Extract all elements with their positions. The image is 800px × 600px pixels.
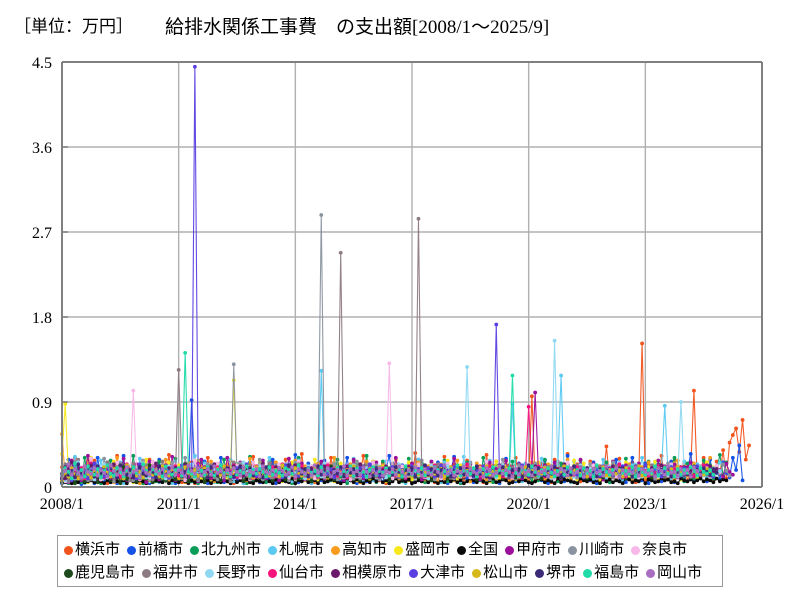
title-row: ［単位：万円］ 給排水関係工事費 の支出額[2008/1〜2025/9]: [0, 12, 800, 42]
legend-item-川崎市[interactable]: 川崎市: [568, 543, 624, 558]
axis-layer: [61, 61, 763, 488]
legend-marker-icon: [127, 546, 137, 555]
legend-label: 相模原市: [342, 565, 403, 581]
svg-text:0: 0: [44, 480, 52, 497]
legend-marker-icon: [268, 546, 278, 555]
legend-row-2: 鹿児島市 福井市 長野市 仙台市 相模原市 大津市 松山市 堺市 福島市 岡山市: [64, 562, 716, 585]
page-title: 給排水関係工事費 の支出額[2008/1〜2025/9]: [165, 17, 550, 38]
svg-text:2017/1: 2017/1: [390, 496, 434, 513]
svg-text:0.9: 0.9: [32, 395, 52, 412]
legend-label: 甲府市: [516, 542, 562, 558]
legend-item-奈良市[interactable]: 奈良市: [631, 543, 687, 558]
legend-label: 北九州市: [201, 542, 262, 558]
unit-label: ［単位：万円］: [14, 17, 133, 36]
legend-label: 前橋市: [138, 542, 184, 558]
legend-label: 堺市: [546, 565, 577, 581]
legend-item-鹿児島市[interactable]: 鹿児島市: [64, 566, 135, 581]
legend-label: 全国: [468, 542, 499, 558]
svg-text:2011/1: 2011/1: [157, 496, 201, 513]
legend-marker-icon: [646, 569, 656, 578]
legend-item-大津市[interactable]: 大津市: [409, 566, 465, 581]
legend-label: 福井市: [153, 565, 199, 581]
grid-layer: [62, 61, 762, 487]
legend-label: 大津市: [420, 565, 466, 581]
legend-label: 福島市: [594, 565, 640, 581]
svg-text:4.5: 4.5: [32, 55, 52, 72]
legend-item-相模原市[interactable]: 相模原市: [331, 566, 402, 581]
legend-label: 札幌市: [279, 542, 325, 558]
legend-item-堺市[interactable]: 堺市: [535, 566, 576, 581]
svg-text:1.8: 1.8: [32, 310, 52, 327]
legend-item-北九州市[interactable]: 北九州市: [190, 543, 261, 558]
legend-item-岡山市[interactable]: 岡山市: [646, 566, 702, 581]
legend-item-福島市[interactable]: 福島市: [583, 566, 639, 581]
legend-label: 高知市: [342, 542, 388, 558]
legend-label: 盛岡市: [405, 542, 451, 558]
legend-marker-icon: [631, 546, 641, 555]
legend-marker-icon: [331, 569, 341, 578]
legend-item-盛岡市[interactable]: 盛岡市: [394, 543, 450, 558]
svg-text:2020/1: 2020/1: [506, 496, 550, 513]
legend-item-仙台市[interactable]: 仙台市: [268, 566, 324, 581]
legend-marker-icon: [568, 546, 578, 555]
legend-label: 横浜市: [75, 542, 121, 558]
legend: 横浜市 前橋市 北九州市 札幌市 高知市 盛岡市 全国 甲府市 川崎市 奈良市 鹿児島市 福井市 長野…: [57, 535, 723, 587]
legend-item-福井市[interactable]: 福井市: [142, 566, 198, 581]
legend-row-1: 横浜市 前橋市 北九州市 札幌市 高知市 盛岡市 全国 甲府市 川崎市 奈良市: [64, 539, 716, 562]
legend-marker-icon: [64, 569, 73, 578]
legend-label: 奈良市: [642, 542, 688, 558]
legend-label: 仙台市: [279, 565, 325, 581]
legend-label: 長野市: [216, 565, 262, 581]
legend-item-松山市[interactable]: 松山市: [472, 566, 528, 581]
legend-marker-icon: [583, 569, 593, 578]
legend-marker-icon: [268, 569, 278, 578]
legend-marker-icon: [64, 546, 73, 555]
legend-marker-icon: [505, 546, 515, 555]
legend-item-高知市[interactable]: 高知市: [331, 543, 387, 558]
series-layer: [60, 64, 751, 487]
legend-item-札幌市[interactable]: 札幌市: [268, 543, 324, 558]
legend-item-横浜市[interactable]: 横浜市: [64, 543, 120, 558]
y-axis-ticks: 0 0.9 1.8 2.7 3.6 4.5: [32, 55, 52, 497]
legend-marker-icon: [394, 546, 404, 555]
legend-label: 川崎市: [579, 542, 625, 558]
svg-text:2026/1: 2026/1: [740, 496, 784, 513]
series-line: [60, 213, 732, 484]
svg-text:3.6: 3.6: [32, 140, 52, 157]
chart-canvas: 0 0.9 1.8 2.7 3.6 4.5 2008/1 2011/1 2014/1 2017/…: [32, 55, 784, 513]
legend-marker-icon: [457, 546, 467, 555]
legend-marker-icon: [205, 569, 215, 578]
x-axis-ticks: 2008/1 2011/1 2014/1 2017/1 2020/1 2023/1 2026…: [40, 496, 784, 513]
legend-item-甲府市[interactable]: 甲府市: [505, 543, 561, 558]
legend-marker-icon: [472, 569, 482, 578]
svg-text:2008/1: 2008/1: [40, 496, 84, 513]
legend-item-長野市[interactable]: 長野市: [205, 566, 261, 581]
series-line: [60, 462, 703, 480]
legend-item-前橋市[interactable]: 前橋市: [127, 543, 183, 558]
legend-marker-icon: [535, 569, 545, 578]
legend-marker-icon: [331, 546, 341, 555]
legend-marker-icon: [142, 569, 152, 578]
legend-label: 松山市: [483, 565, 529, 581]
legend-marker-icon: [409, 569, 419, 578]
legend-label: 鹿児島市: [75, 565, 136, 581]
legend-item-全国[interactable]: 全国: [457, 543, 498, 558]
svg-text:2023/1: 2023/1: [623, 496, 667, 513]
svg-text:2.7: 2.7: [32, 225, 52, 242]
svg-text:2014/1: 2014/1: [273, 496, 317, 513]
legend-marker-icon: [190, 546, 200, 555]
legend-label: 岡山市: [657, 565, 703, 581]
series-line: [60, 216, 709, 483]
